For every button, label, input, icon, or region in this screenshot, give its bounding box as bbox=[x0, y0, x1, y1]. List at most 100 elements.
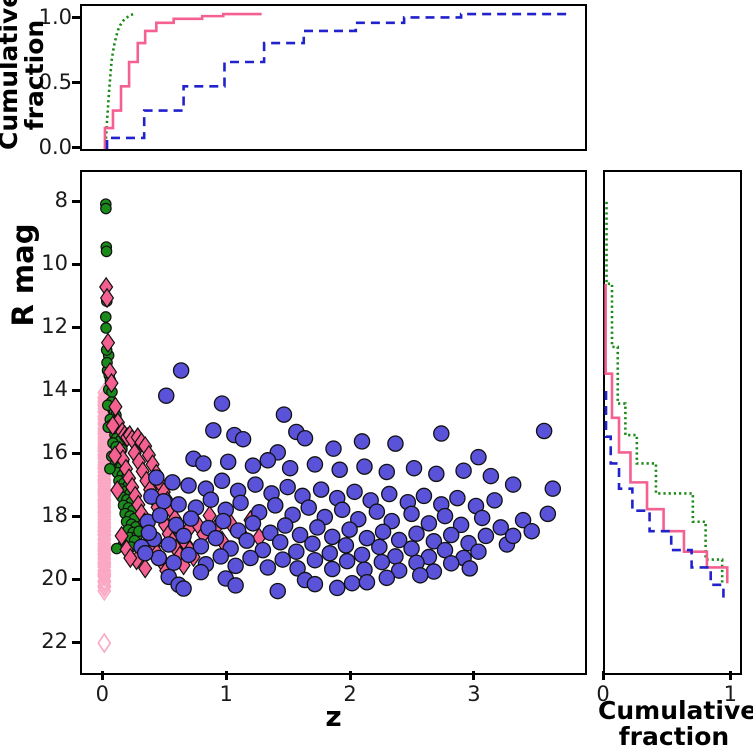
data-point-blue bbox=[544, 480, 562, 497]
data-point-blue bbox=[415, 487, 433, 505]
data-point-blue bbox=[281, 459, 299, 477]
data-point-blue bbox=[151, 507, 169, 524]
data-point-blue bbox=[425, 533, 443, 550]
data-point-blue bbox=[433, 425, 450, 442]
data-point-blue bbox=[180, 546, 197, 564]
data-point-blue bbox=[175, 580, 192, 597]
data-point-green bbox=[104, 463, 116, 475]
data-point-blue bbox=[136, 545, 154, 562]
right-curve-pink-solid bbox=[604, 283, 729, 584]
main-xtick-mark-0 bbox=[100, 671, 104, 680]
data-point-blue bbox=[291, 526, 309, 544]
main-ytick-10: 10 bbox=[41, 250, 68, 275]
main-ytick-12: 12 bbox=[41, 313, 68, 338]
data-point-blue bbox=[259, 452, 277, 469]
data-point-pink bbox=[114, 525, 129, 547]
data-point-blue bbox=[358, 574, 376, 591]
data-point-blue bbox=[358, 529, 376, 547]
data-point-blue bbox=[482, 467, 500, 485]
data-point-blue bbox=[420, 515, 438, 532]
main-xtick-mark-1 bbox=[224, 671, 228, 680]
data-point-pink bbox=[104, 372, 119, 394]
data-point-blue bbox=[341, 521, 358, 538]
data-point-blue bbox=[269, 582, 286, 600]
data-point-blue bbox=[182, 510, 200, 527]
data-point-pink-open bbox=[97, 580, 112, 602]
top-ytick-05: 0.5 bbox=[38, 70, 72, 94]
data-point-blue bbox=[455, 462, 472, 479]
data-point-blue bbox=[442, 555, 460, 572]
data-point-blue bbox=[535, 422, 553, 440]
data-point-pink bbox=[99, 287, 115, 309]
data-point-pink-open bbox=[97, 564, 112, 586]
data-point-blue bbox=[337, 537, 355, 554]
data-point-blue bbox=[473, 509, 491, 527]
data-point-blue bbox=[247, 476, 264, 493]
top-panel-ylabel: Cumulative fraction bbox=[0, 0, 49, 150]
right-cumulative-panel bbox=[603, 170, 742, 675]
data-point-blue bbox=[165, 554, 182, 571]
data-point-blue bbox=[436, 507, 454, 525]
main-xtick-mark-2 bbox=[348, 671, 352, 680]
right-curve-green-dotted bbox=[605, 201, 724, 584]
data-point-blue bbox=[374, 523, 392, 541]
data-point-blue bbox=[195, 455, 212, 472]
data-point-blue bbox=[213, 472, 231, 490]
top-ytick-0: 0.0 bbox=[38, 135, 72, 159]
data-point-blue bbox=[275, 406, 293, 423]
top-ytick-mark-0 bbox=[72, 146, 80, 149]
data-point-blue bbox=[170, 496, 187, 513]
data-point-blue bbox=[276, 517, 294, 534]
right-xtick-mark-0 bbox=[601, 671, 605, 680]
data-point-blue bbox=[242, 549, 259, 567]
data-point-blue bbox=[306, 456, 324, 473]
data-point-blue bbox=[405, 459, 423, 477]
main-ytick-16: 16 bbox=[41, 439, 68, 464]
data-point-green bbox=[100, 322, 112, 334]
data-point-blue bbox=[192, 563, 210, 581]
data-point-blue bbox=[373, 553, 391, 571]
main-scatter-panel bbox=[80, 170, 587, 675]
data-point-blue bbox=[449, 489, 466, 507]
main-ytick-mark-8 bbox=[72, 200, 81, 203]
data-point-blue bbox=[304, 535, 321, 553]
data-point-blue bbox=[155, 493, 173, 510]
data-point-blue bbox=[306, 575, 324, 593]
data-point-blue bbox=[383, 512, 400, 530]
data-point-pink-open bbox=[97, 566, 112, 588]
data-point-blue bbox=[486, 492, 503, 509]
data-point-blue bbox=[492, 519, 510, 536]
data-point-blue bbox=[140, 524, 158, 542]
data-point-blue bbox=[325, 440, 342, 457]
data-point-blue bbox=[180, 477, 197, 494]
data-point-blue bbox=[244, 515, 262, 532]
data-point-blue bbox=[207, 529, 225, 547]
data-point-blue bbox=[425, 563, 443, 580]
data-point-blue bbox=[289, 560, 306, 577]
data-point-green bbox=[99, 311, 112, 323]
data-point-blue bbox=[259, 559, 277, 576]
data-point-pink-open bbox=[97, 571, 112, 593]
top-curve-green-dotted bbox=[103, 12, 134, 150]
data-point-blue bbox=[428, 465, 445, 483]
top-cumulative-plot-area bbox=[103, 12, 569, 150]
data-point-blue bbox=[378, 569, 396, 587]
top-curve-blue-dashed bbox=[105, 12, 569, 149]
top-ytick-mark-1 bbox=[72, 16, 80, 19]
data-point-blue bbox=[353, 546, 371, 564]
data-point-blue bbox=[403, 540, 420, 557]
data-point-blue bbox=[267, 497, 284, 514]
main-ytick-22: 22 bbox=[41, 628, 68, 653]
data-point-blue bbox=[523, 522, 540, 540]
data-point-blue bbox=[408, 525, 425, 542]
right-panel-xlabel: Cumulative fraction bbox=[598, 696, 753, 751]
data-point-blue bbox=[238, 532, 256, 549]
data-point-blue bbox=[452, 516, 470, 534]
data-point-blue bbox=[328, 579, 346, 597]
main-xtick-1: 1 bbox=[219, 682, 233, 706]
data-point-blue bbox=[387, 435, 404, 452]
data-point-blue bbox=[312, 481, 330, 498]
data-point-blue bbox=[227, 557, 244, 575]
main-ytick-mark-12 bbox=[72, 326, 81, 330]
data-point-blue bbox=[411, 567, 429, 584]
